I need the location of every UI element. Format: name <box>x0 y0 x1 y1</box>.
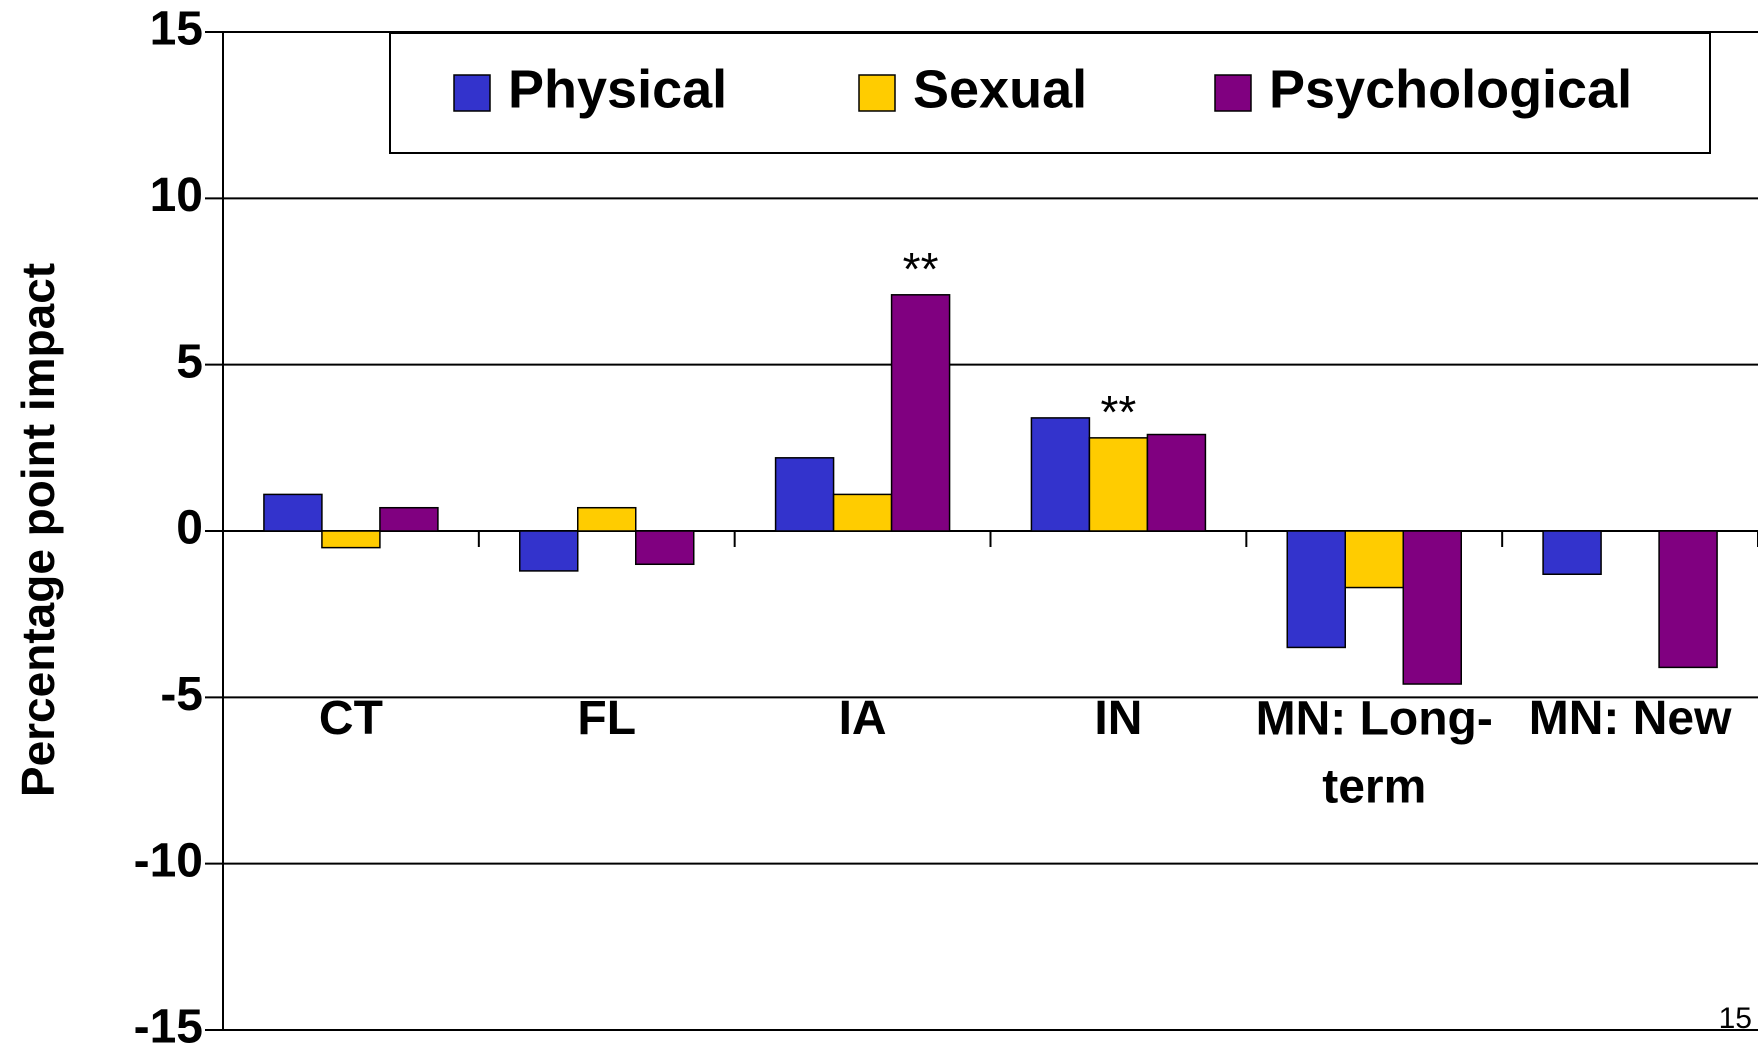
bar <box>519 530 579 572</box>
legend-label: Sexual <box>913 59 1087 119</box>
legend-swatch <box>453 74 491 112</box>
bar <box>774 457 835 532</box>
y-tick-label: 0 <box>176 502 203 555</box>
y-tick-label: -15 <box>134 1001 203 1050</box>
x-tick-label: IA <box>839 692 887 745</box>
bar <box>379 506 439 532</box>
legend-swatch <box>1214 74 1252 112</box>
bar <box>890 294 951 532</box>
y-tick-label: -5 <box>160 668 203 721</box>
bar <box>1344 530 1404 589</box>
x-tick-label: CT <box>319 692 383 745</box>
legend-label: Physical <box>508 59 727 119</box>
bar <box>577 506 637 532</box>
bar <box>1088 437 1149 532</box>
bar <box>832 493 893 532</box>
bar <box>1658 530 1718 669</box>
bar <box>1286 530 1346 649</box>
annotation: ** <box>1101 386 1137 438</box>
y-tick-label: 10 <box>150 169 203 222</box>
x-tick-label: FL <box>577 692 636 745</box>
bar <box>321 530 381 549</box>
bar <box>1146 433 1207 532</box>
x-tick-label: IN <box>1094 692 1142 745</box>
legend-swatch <box>858 74 896 112</box>
x-tick-label: MN: Long-term <box>1256 692 1493 813</box>
x-tick-label: MN: New <box>1529 692 1732 745</box>
bar <box>635 530 695 566</box>
y-tick-label: 15 <box>150 3 203 56</box>
annotation: ** <box>903 243 939 295</box>
legend-box <box>389 32 1711 154</box>
bar <box>1402 530 1462 685</box>
bar <box>1542 530 1602 575</box>
y-tick-label: -10 <box>134 834 203 887</box>
y-tick-label: 5 <box>176 335 203 388</box>
bar <box>1030 417 1091 532</box>
y-axis-label: Percentage point impact <box>12 263 64 797</box>
bar <box>263 493 323 532</box>
legend-label: Psychological <box>1269 59 1632 119</box>
